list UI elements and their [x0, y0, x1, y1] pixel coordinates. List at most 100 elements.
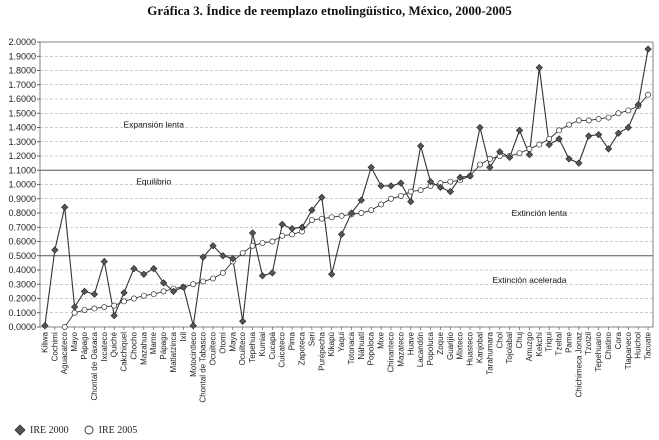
point-2005 — [625, 107, 632, 114]
point-2005 — [388, 195, 394, 202]
point-2000 — [51, 246, 59, 254]
x-tick-label: Chatino — [604, 331, 613, 359]
point-2005 — [328, 214, 335, 221]
point-2000 — [268, 269, 276, 277]
point-2000 — [159, 279, 168, 287]
point-2005 — [407, 188, 414, 195]
y-tick-label: 1.4000 — [8, 123, 36, 133]
x-tick-label: Pima — [288, 331, 297, 350]
x-tick-label: Cochimí — [50, 331, 59, 361]
x-tick-label: Ixil — [179, 332, 188, 342]
x-tick-label: Kiliwa — [40, 331, 49, 352]
point-2005 — [566, 121, 572, 128]
point-2000 — [525, 150, 534, 159]
x-tick-label: Aguacateco — [60, 331, 69, 374]
point-2005 — [447, 178, 454, 185]
point-2000 — [476, 123, 484, 132]
point-2000 — [150, 264, 158, 273]
point-2000 — [506, 153, 514, 162]
point-2005 — [259, 239, 266, 246]
x-tick-label: Lacandón — [416, 332, 425, 367]
x-tick-label: Mame — [149, 331, 158, 354]
point-2005 — [289, 231, 296, 238]
x-tick-label: Chol — [495, 332, 504, 349]
point-2005 — [279, 232, 286, 239]
y-tick-label: 0.2000 — [8, 294, 36, 304]
y-tick-label: 1.9000 — [8, 51, 36, 61]
x-tick-label: Popoluca — [426, 331, 435, 365]
point-2005 — [358, 210, 365, 216]
point-2005 — [160, 288, 167, 295]
point-2000 — [515, 126, 524, 134]
point-2005 — [219, 269, 226, 276]
x-tick-label: Zapoteca — [298, 331, 307, 365]
point-2000 — [337, 230, 346, 238]
point-2000 — [565, 155, 573, 163]
y-tick-label: 1.6000 — [8, 94, 36, 104]
point-2005 — [417, 187, 424, 194]
x-tick-label: Tzotzil — [584, 332, 593, 355]
point-2005 — [91, 305, 98, 312]
legend-item-2000: IRE 2000 — [14, 424, 69, 436]
point-2005 — [61, 324, 68, 330]
y-tick-label: 0.7000 — [8, 222, 36, 232]
point-2000 — [535, 64, 543, 72]
x-tick-label: Cora — [614, 331, 623, 349]
point-2000 — [446, 188, 454, 196]
x-tick-label: Cucapá — [268, 331, 277, 359]
point-2005 — [249, 242, 256, 249]
point-2000 — [387, 182, 395, 190]
legend-label-2005: IRE 2005 — [98, 424, 138, 436]
x-tick-label: Náhuatl — [357, 332, 366, 360]
point-2005 — [615, 110, 622, 117]
point-2005 — [516, 150, 523, 157]
point-2000 — [278, 220, 286, 229]
point-2000 — [258, 272, 267, 280]
x-tick-label: Chocho — [129, 331, 138, 359]
y-tick-label: 0.0000 — [8, 322, 36, 332]
point-2000 — [417, 142, 425, 150]
point-2000 — [298, 223, 306, 231]
point-2000 — [426, 178, 435, 186]
point-2000 — [209, 242, 217, 250]
x-tick-label: Triqui — [545, 332, 554, 352]
point-2005 — [140, 292, 147, 299]
x-tick-label: Maya — [228, 331, 237, 351]
point-2005 — [536, 141, 543, 148]
point-2005 — [378, 201, 385, 208]
point-2000 — [575, 159, 583, 167]
x-tick-label: Tepehua — [248, 331, 257, 362]
point-2005 — [585, 117, 592, 124]
point-2000 — [100, 257, 108, 266]
annotation: Extinción acelerada — [492, 275, 566, 285]
point-2000 — [199, 253, 207, 261]
x-tick-label: Purépecha — [317, 331, 326, 370]
point-2000 — [407, 197, 415, 206]
point-2000 — [367, 163, 375, 172]
y-tick-label: 1.0000 — [8, 180, 36, 190]
point-2000 — [80, 287, 89, 295]
x-tick-label: Ocuilteco — [209, 331, 218, 365]
x-tick-label: Huave — [406, 331, 415, 355]
point-2000 — [486, 163, 494, 172]
x-tick-label: Tzeltal — [555, 332, 564, 356]
x-tick-label: Kumiai — [258, 332, 267, 357]
point-2000 — [397, 179, 405, 187]
point-2005 — [397, 192, 404, 199]
x-tick-label: Tlapaneco — [624, 331, 633, 369]
point-2000 — [594, 131, 603, 139]
point-2005 — [269, 238, 276, 245]
x-tick-label: Matlatzinca — [169, 331, 178, 372]
point-2005 — [368, 207, 375, 214]
point-2005 — [526, 145, 533, 152]
point-2005 — [477, 161, 483, 168]
point-2000 — [466, 172, 474, 180]
x-tick-label: Cuicateco — [278, 331, 287, 367]
x-tick-label: Chuj — [515, 332, 524, 349]
x-tick-label: Ocuilteco — [238, 331, 247, 365]
point-2000 — [248, 229, 257, 237]
point-2000 — [219, 252, 227, 260]
x-tick-label: Pame — [564, 331, 573, 352]
point-2005 — [111, 302, 118, 309]
x-tick-label: Tacuate — [644, 331, 653, 360]
